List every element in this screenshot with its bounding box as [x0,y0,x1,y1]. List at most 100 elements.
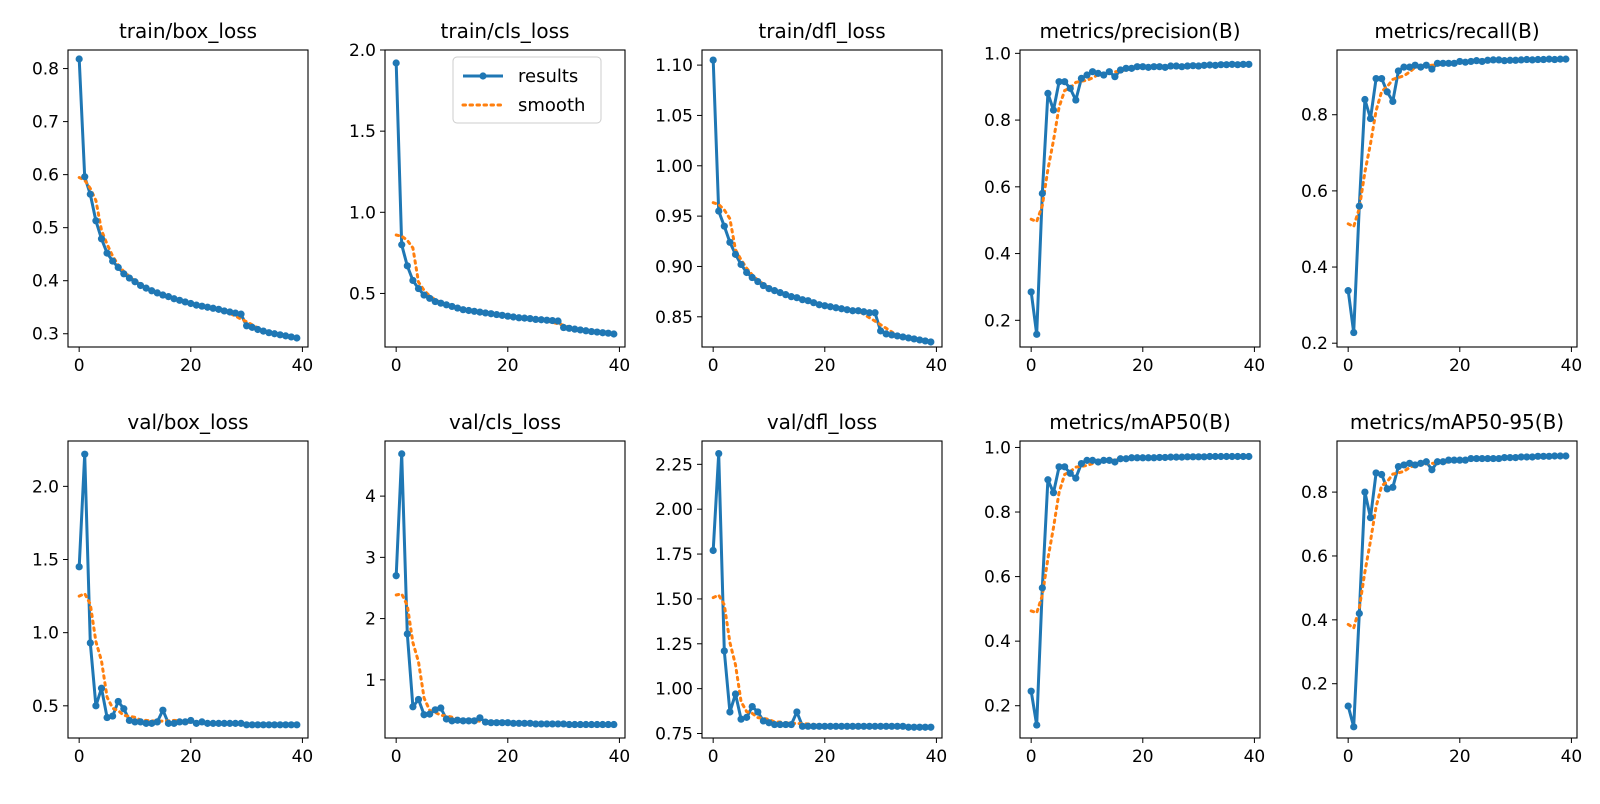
results-data-point [743,713,751,721]
y-tick-label: 0.8 [984,503,1011,523]
x-tick-label: 40 [292,356,314,376]
results-data-point [86,639,94,647]
results-data-point [1239,452,1247,461]
y-tick-label: 1.05 [655,106,693,126]
results-data-point [877,327,885,335]
results-data-point [1183,453,1192,461]
results-data-point [1478,57,1486,66]
results-data-point [1456,456,1464,464]
results-data-point [571,325,579,333]
results-data-point [893,722,901,730]
y-tick-label: 0.95 [655,207,693,227]
y-tick-label: 1.75 [655,545,693,565]
legend-box [452,56,602,124]
results-data-point [254,721,262,729]
results-data-point [1245,452,1253,461]
results-data-point [437,299,445,307]
results-data-point [921,723,929,731]
results-data-point [1556,452,1564,460]
results-data-point [1116,66,1125,74]
x-tick-label: 40 [609,356,631,376]
results-data-point [865,309,874,317]
results-data-point [865,722,874,730]
results-data-point [1161,63,1169,71]
results-data-point [543,316,551,324]
results-data-point [431,297,439,306]
results-data-point [231,309,240,317]
results-data-point [231,719,240,727]
x-tick-label: 0 [1343,356,1354,376]
subplot-title: val/dfl_loss [767,410,877,434]
results-data-point [1072,96,1080,104]
results-data-point [882,722,890,730]
x-tick-label: 40 [926,747,948,767]
results-data-point [86,190,94,198]
results-data-point [1495,56,1503,64]
y-tick-label: 1.0 [984,438,1011,458]
results-data-point [715,207,723,215]
results-data-point [1495,454,1503,463]
results-data-point [748,702,756,711]
results-data-point [426,710,434,718]
results-data-point [849,722,857,730]
results-data-point [1150,454,1158,462]
results-data-point [877,722,885,730]
results-data-point [420,291,428,299]
results-data-point [821,302,829,310]
x-tick-label: 0 [74,747,85,767]
results-data-point [1484,454,1492,463]
results-data-point [1061,78,1069,86]
results-data-point [1222,61,1231,69]
y-tick-label: 1.5 [349,122,376,142]
x-tick-label: 0 [391,747,402,767]
results-data-point [259,721,267,729]
y-tick-label: 2.0 [349,41,376,61]
results-data-point [198,718,206,726]
results-data-point [1239,60,1247,68]
results-data-point [1155,453,1164,462]
results-data-point [776,289,784,297]
results-data-point [1155,63,1164,71]
results-data-point [765,285,773,293]
y-tick-label: 0.4 [984,245,1011,265]
results-data-point [1456,57,1464,66]
results-data-point [1439,458,1447,466]
y-tick-label: 0.7 [32,113,59,133]
results-data-point [1467,57,1475,66]
results-data-point [1445,456,1453,464]
results-data-point [1206,452,1214,461]
y-tick-label: 0.2 [984,311,1011,331]
results-data-point [1111,73,1119,81]
results-data-point [1478,454,1486,463]
legend: results smooth [452,56,602,124]
results-data-point [1422,61,1430,69]
results-data-point [593,328,601,336]
results-data-point [1122,455,1130,463]
results-data-point [537,316,545,324]
results-data-point [815,301,823,309]
results-data-point [554,720,562,728]
results-data-point [1044,476,1052,484]
results-data-point [1394,462,1402,471]
results-data-point [476,714,484,722]
x-tick-label: 20 [814,747,836,767]
subplot-val-box-loss: val/box_loss 0 20 40 0.5 1.0 1.5 2.0 [32,410,313,767]
results-data-point [1027,288,1035,296]
smooth-series-line [1029,455,1251,615]
results-series-line [1029,455,1249,727]
results-data-point [1355,202,1363,210]
y-tick-label: 0.90 [655,257,693,277]
results-data-point [392,572,400,580]
results-series-line [711,60,932,344]
y-tick-label: 0.4 [1301,611,1328,631]
results-data-point [125,274,133,282]
results-data-point [1411,61,1419,69]
results-data-point [254,325,262,334]
results-data-point [576,326,584,334]
results-data-point [1472,454,1481,463]
results-data-point [142,284,150,292]
plot-frame [701,440,943,739]
results-data-point [481,309,490,317]
results-data-point [582,327,590,335]
results-data-point [1361,488,1369,496]
